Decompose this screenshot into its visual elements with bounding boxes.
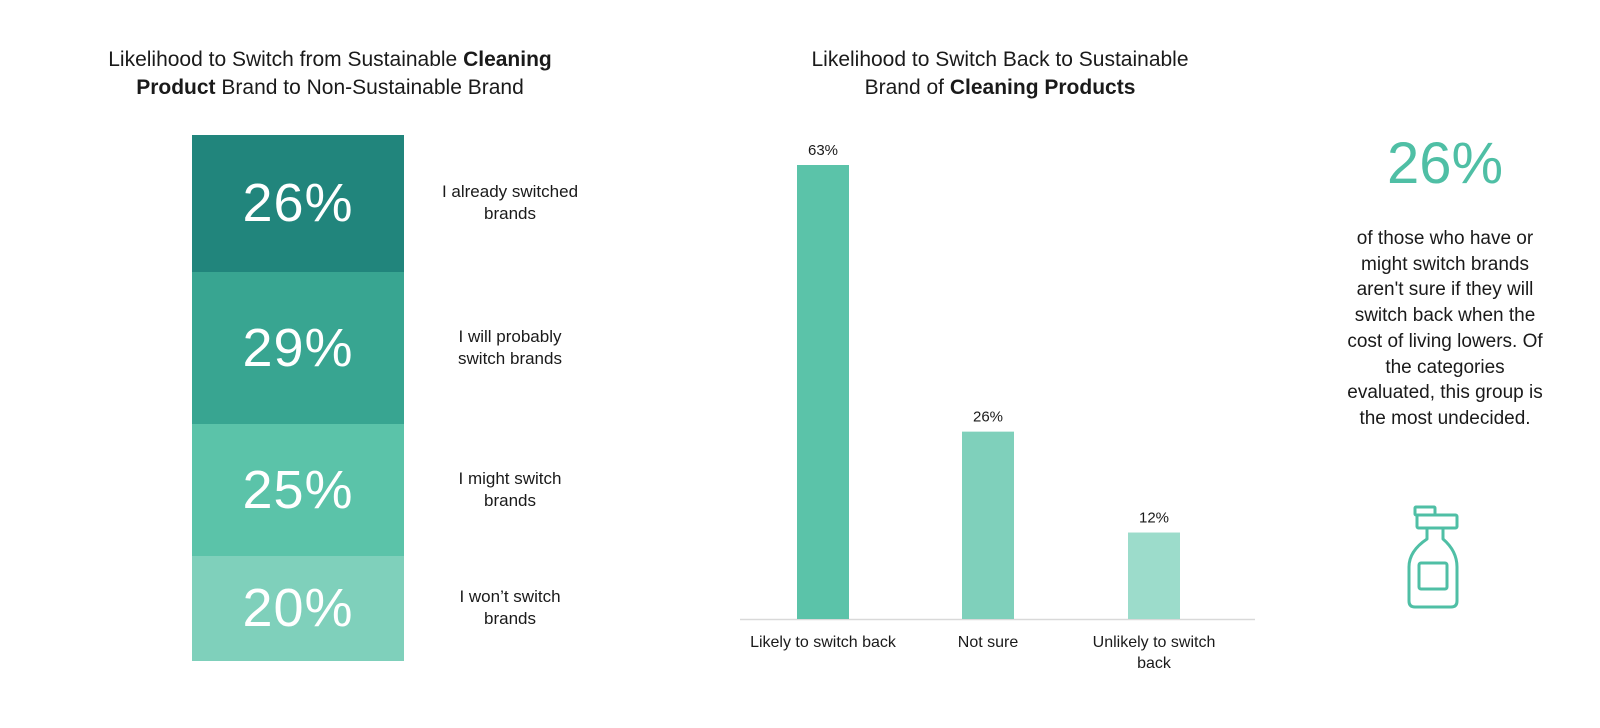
stack-segment-value: 26% [242, 173, 354, 234]
category-label: Likely to switch back [750, 634, 897, 651]
category-label: Not sure [958, 634, 1019, 651]
stack-segment-label-line: I might switch [458, 469, 562, 489]
stack-segment-label-line: brands [484, 491, 536, 511]
stack-segment-label-line: brands [484, 609, 536, 629]
stack-segment: 26% [192, 135, 404, 272]
stack-segment-label-line: switch brands [458, 349, 562, 369]
stack-segment-label: I might switch brands [430, 468, 590, 512]
right-chart-title: Likelihood to Switch Back to Sustainable… [811, 48, 1189, 99]
bar-value-label: 63% [808, 142, 838, 159]
stack-segment-label-line: brands [484, 204, 536, 224]
callout-percent: 26% [1386, 131, 1504, 196]
category-label: Unlikely to switch [1093, 634, 1216, 651]
stack-segment-label-line: I already switched [441, 182, 579, 202]
stack-segment: 29% [192, 271, 404, 425]
stack-segment-value: 29% [242, 318, 354, 379]
stack-segment: 20% [192, 555, 404, 661]
category-label: back [1137, 655, 1172, 672]
stack-segment-label: I will probably switch brands [430, 326, 590, 370]
stack-segment-value: 25% [242, 460, 354, 521]
bottle-icon [1407, 505, 1459, 609]
bar-value-label: 26% [973, 409, 1003, 426]
left-chart-title: Likelihood to Switch from Sustainable Cl… [108, 48, 552, 99]
bar-value-label: 12% [1139, 510, 1169, 527]
stack-segment-value: 20% [242, 578, 354, 639]
stack-segment-label: I won’t switch brands [430, 586, 590, 630]
stack-segment: 25% [192, 424, 404, 556]
stacked-bar: 26% 29% 25% 20% [192, 135, 404, 661]
bar [797, 165, 849, 619]
bar-chart: 63% Likely to switch back 26% Not sure 12% Un… [740, 142, 1255, 672]
bar [1128, 532, 1180, 619]
stack-segment-label-line: I will probably [458, 327, 562, 347]
stack-segment-label: I already switched brands [430, 181, 590, 225]
callout-text: of those who have or might switch brands… [1347, 228, 1543, 429]
bar [962, 431, 1014, 619]
stack-segment-label-line: I won’t switch [459, 587, 561, 607]
